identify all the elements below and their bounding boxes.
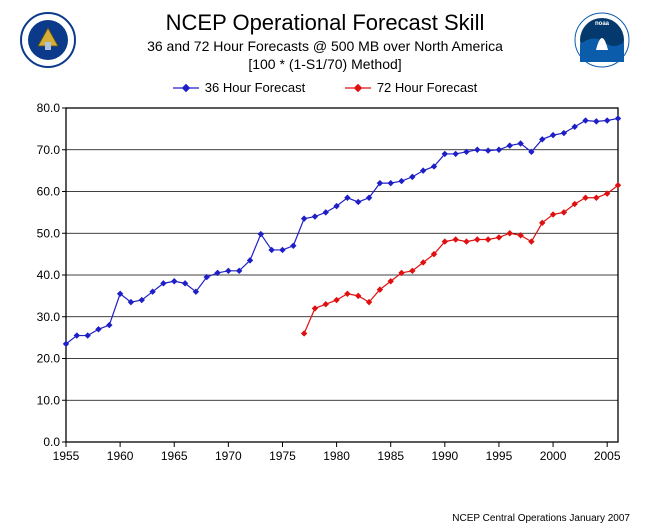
svg-text:1965: 1965 xyxy=(161,449,188,463)
legend-swatch-36hr xyxy=(173,83,199,93)
svg-text:1960: 1960 xyxy=(107,449,134,463)
svg-text:noaa: noaa xyxy=(595,21,610,27)
svg-text:40.0: 40.0 xyxy=(37,268,61,282)
legend-swatch-72hr xyxy=(345,83,371,93)
svg-text:1980: 1980 xyxy=(323,449,350,463)
svg-text:2000: 2000 xyxy=(540,449,567,463)
svg-text:80.0: 80.0 xyxy=(37,101,61,115)
svg-text:1995: 1995 xyxy=(486,449,513,463)
chart-subtitle-1: 36 and 72 Hour Forecasts @ 500 MB over N… xyxy=(20,38,630,54)
svg-text:30.0: 30.0 xyxy=(37,309,61,323)
chart-svg: 0.0 10.0 20.0 30.0 40.0 50.0 60.0 70.0 80.0 1955 1… xyxy=(20,100,630,470)
svg-text:70.0: 70.0 xyxy=(37,142,61,156)
chart-area: 0.0 10.0 20.0 30.0 40.0 50.0 60.0 70.0 80.0 1955 1… xyxy=(20,100,630,470)
svg-text:10.0: 10.0 xyxy=(37,393,61,407)
svg-text:1955: 1955 xyxy=(53,449,80,463)
svg-text:50.0: 50.0 xyxy=(37,226,61,240)
svg-text:1990: 1990 xyxy=(431,449,458,463)
svg-text:1985: 1985 xyxy=(377,449,404,463)
svg-text:0.0: 0.0 xyxy=(43,435,60,449)
footer-credit: NCEP Central Operations January 2007 xyxy=(452,513,630,524)
header: noaa NCEP Operational Forecast Skill 36 … xyxy=(20,10,630,72)
chart-title: NCEP Operational Forecast Skill xyxy=(20,10,630,36)
svg-text:60.0: 60.0 xyxy=(37,184,61,198)
commerce-seal-icon xyxy=(20,12,76,68)
legend-item-72hr: 72 Hour Forecast xyxy=(345,80,477,95)
noaa-seal-icon: noaa xyxy=(574,12,630,68)
legend: 36 Hour Forecast 72 Hour Forecast xyxy=(20,80,630,96)
legend-item-36hr: 36 Hour Forecast xyxy=(173,80,305,95)
svg-text:1975: 1975 xyxy=(269,449,296,463)
chart-page: noaa NCEP Operational Forecast Skill 36 … xyxy=(0,0,650,530)
svg-text:20.0: 20.0 xyxy=(37,351,61,365)
chart-subtitle-2: [100 * (1-S1/70) Method] xyxy=(20,56,630,72)
legend-label-36hr: 36 Hour Forecast xyxy=(205,80,305,95)
svg-text:1970: 1970 xyxy=(215,449,242,463)
legend-label-72hr: 72 Hour Forecast xyxy=(377,80,477,95)
svg-text:2005: 2005 xyxy=(594,449,621,463)
